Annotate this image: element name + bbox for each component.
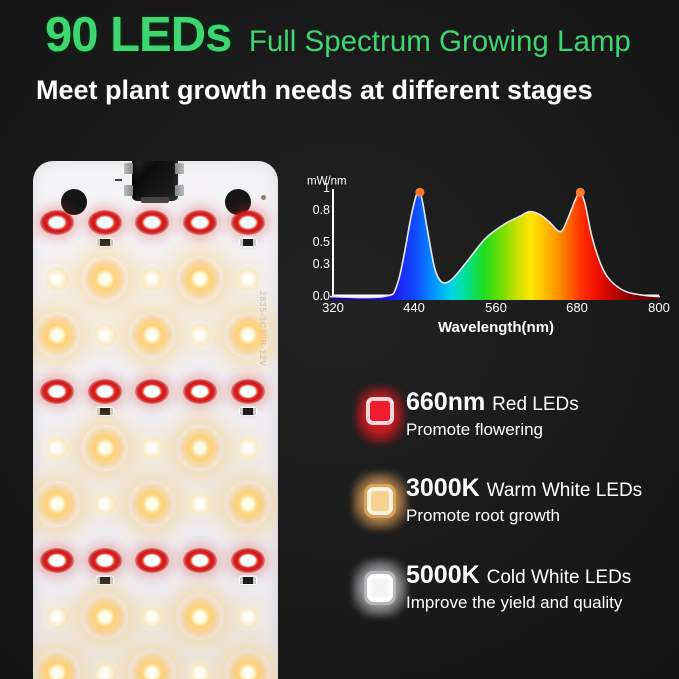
svg-text:560: 560: [485, 300, 507, 315]
svg-text:320: 320: [322, 300, 344, 315]
svg-text:680: 680: [566, 300, 588, 315]
svg-text:440: 440: [403, 300, 425, 315]
svg-text:0.3: 0.3: [313, 257, 330, 271]
svg-text:Wavelength(nm): Wavelength(nm): [438, 319, 554, 336]
svg-text:800: 800: [648, 300, 670, 315]
svg-text:0.8: 0.8: [313, 203, 330, 217]
svg-text:0.5: 0.5: [313, 235, 330, 249]
svg-text:mW/nm: mW/nm: [307, 176, 347, 188]
